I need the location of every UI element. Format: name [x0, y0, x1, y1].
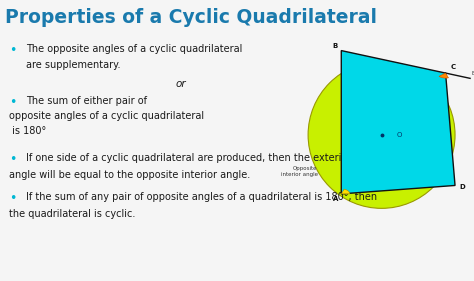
- Text: is 180°: is 180°: [9, 126, 47, 137]
- Text: If one side of a cyclic quadrilateral are produced, then the exterior: If one side of a cyclic quadrilateral ar…: [26, 153, 351, 163]
- Text: If the sum of any pair of opposite angles of a quadrilateral is 180°, then: If the sum of any pair of opposite angle…: [26, 192, 377, 203]
- Text: •: •: [9, 44, 17, 56]
- Text: •: •: [9, 192, 17, 205]
- Text: The opposite angles of a cyclic quadrilateral: The opposite angles of a cyclic quadrila…: [26, 44, 242, 54]
- Text: angle will be equal to the opposite interior angle.: angle will be equal to the opposite inte…: [9, 170, 251, 180]
- Text: •: •: [9, 96, 17, 108]
- Wedge shape: [439, 73, 448, 78]
- Text: are supplementary.: are supplementary.: [26, 60, 120, 71]
- Text: the quadrilateral is cyclic.: the quadrilateral is cyclic.: [9, 209, 136, 219]
- Polygon shape: [341, 51, 455, 194]
- Text: Exterior angle: Exterior angle: [473, 71, 474, 76]
- Text: D: D: [460, 184, 465, 190]
- Text: Opposite
interior angle: Opposite interior angle: [281, 166, 318, 177]
- Text: C: C: [450, 64, 456, 71]
- Text: The sum of either pair of: The sum of either pair of: [26, 96, 147, 106]
- Text: Properties of a Cyclic Quadrilateral: Properties of a Cyclic Quadrilateral: [5, 8, 377, 28]
- Ellipse shape: [308, 62, 455, 208]
- Text: O: O: [397, 132, 402, 138]
- Text: or: or: [175, 79, 186, 89]
- Text: A: A: [333, 196, 338, 202]
- Text: opposite angles of a cyclic quadrilateral: opposite angles of a cyclic quadrilatera…: [9, 111, 205, 121]
- Text: •: •: [9, 153, 17, 166]
- Text: B: B: [333, 42, 338, 49]
- Wedge shape: [341, 189, 350, 194]
